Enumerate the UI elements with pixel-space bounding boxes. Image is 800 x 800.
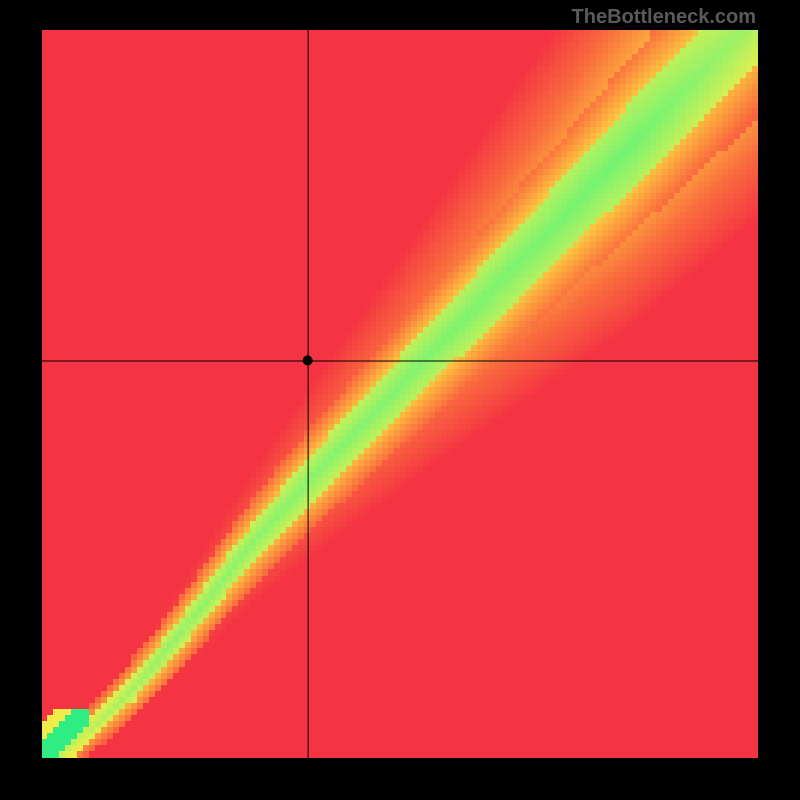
watermark-text: TheBottleneck.com xyxy=(572,6,756,29)
chart-container: TheBottleneck.com xyxy=(0,0,800,800)
bottleneck-heatmap xyxy=(42,30,758,758)
